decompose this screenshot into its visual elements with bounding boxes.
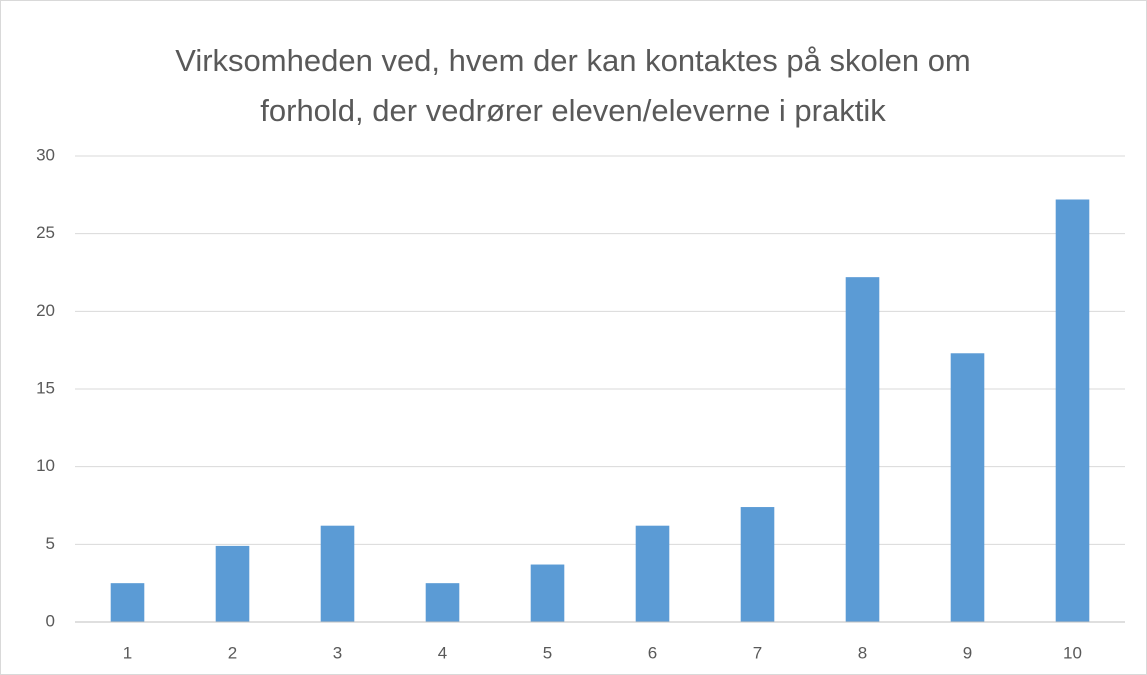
y-tick-label: 30 <box>36 145 55 164</box>
bar <box>950 353 985 622</box>
chart-title: Virksomheden ved, hvem der kan kontaktes… <box>175 43 971 128</box>
x-tick-label: 4 <box>438 643 447 662</box>
x-tick-label: 5 <box>543 643 552 662</box>
x-tick-label: 10 <box>1063 643 1082 662</box>
bar <box>215 545 250 622</box>
x-tick-label: 7 <box>753 643 762 662</box>
bar <box>845 277 880 622</box>
x-tick-label: 3 <box>333 643 342 662</box>
y-tick-label: 20 <box>36 301 55 320</box>
bar <box>425 583 460 622</box>
y-tick-label: 25 <box>36 223 55 242</box>
y-tick-label: 10 <box>36 456 55 475</box>
y-tick-label: 5 <box>46 534 55 553</box>
x-tick-label: 2 <box>228 643 237 662</box>
x-tick-label: 1 <box>123 643 132 662</box>
x-tick-label: 6 <box>648 643 657 662</box>
x-tick-label: 8 <box>858 643 867 662</box>
bar <box>635 525 670 622</box>
bar <box>740 507 775 622</box>
bar <box>320 525 355 622</box>
bar <box>530 564 565 622</box>
x-tick-label: 9 <box>963 643 972 662</box>
y-tick-label: 15 <box>36 378 55 397</box>
bar <box>110 583 145 622</box>
y-tick-label: 0 <box>46 611 55 630</box>
bar <box>1055 199 1090 622</box>
